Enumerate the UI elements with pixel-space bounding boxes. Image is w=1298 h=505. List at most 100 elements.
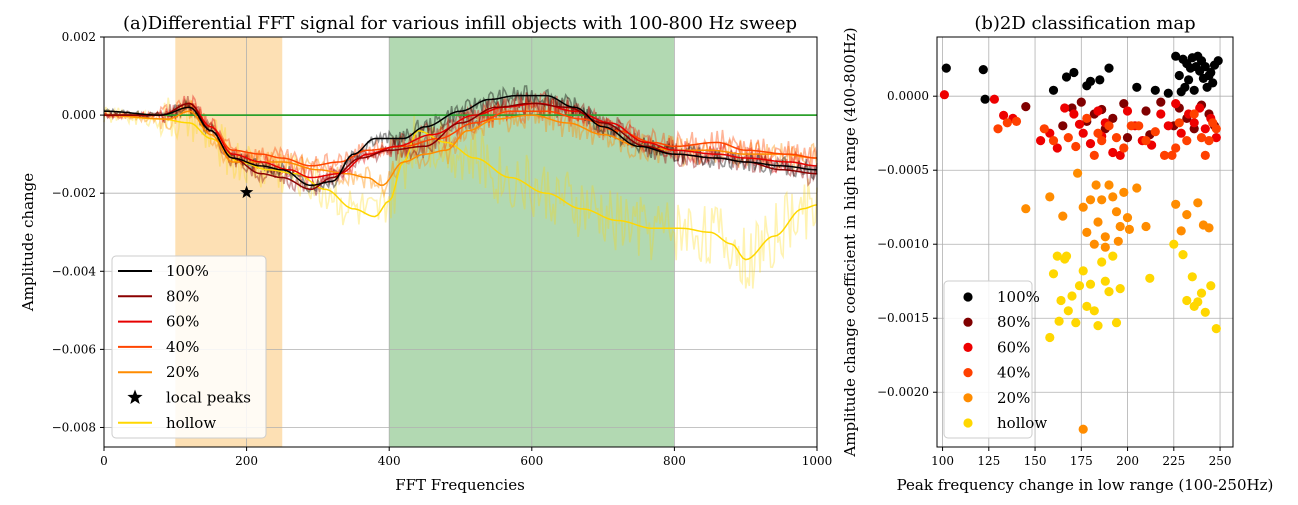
point-100%-13 [1171, 51, 1181, 61]
point-hollow-10 [1082, 301, 1092, 311]
point-60%-19 [1156, 109, 1166, 119]
point-hollow-11 [1085, 279, 1096, 289]
point-hollow-19 [1115, 284, 1125, 294]
point-60%-7 [1060, 103, 1070, 113]
point-60%-26 [1200, 124, 1210, 134]
point-20%-1 [1045, 192, 1055, 202]
point-60%-9 [1078, 128, 1088, 138]
point-hollow-17 [1108, 251, 1118, 261]
point-hollow-9 [1078, 266, 1088, 276]
y-tick-label-b-3: −0.0015 [877, 311, 929, 325]
point-80%-9 [1141, 106, 1151, 116]
chart-a-xlabel: FFT Frequencies [395, 476, 525, 494]
point-hollow-8 [1074, 281, 1085, 291]
point-hollow-30 [1189, 301, 1199, 311]
legend-b: 100% 80% 60% 40% 20% hollow [943, 280, 1047, 439]
local-peak-marker-0 [239, 185, 254, 199]
point-40%-2 [1011, 116, 1022, 126]
point-40%-23 [1204, 136, 1214, 146]
point-40%-17 [1159, 150, 1170, 160]
point-60%-14 [1115, 150, 1125, 160]
y-tick-label-b-2: −0.0010 [877, 237, 929, 251]
point-hollow-12 [1089, 306, 1099, 316]
plot-frame-a [103, 36, 818, 448]
point-hollow-0 [1045, 332, 1055, 343]
point-20%-7 [1089, 239, 1099, 249]
point-hollow-16 [1104, 287, 1114, 297]
point-hollow-14 [1097, 257, 1107, 267]
point-20%-20 [1176, 226, 1186, 236]
point-60%-28 [1211, 133, 1221, 143]
point-100%-1 [978, 65, 988, 75]
point-hollow-15 [1100, 276, 1110, 286]
y-tick-label-a-2: −0.002 [52, 186, 96, 200]
point-80%-7 [1119, 99, 1129, 109]
point-20%-5 [1082, 227, 1092, 237]
raw-series-60% [103, 90, 818, 187]
point-100%-23 [1174, 70, 1184, 81]
y-tick-label-a-0: 0.002 [62, 30, 96, 44]
point-20%-18 [1141, 221, 1151, 232]
point-60%-2 [999, 110, 1009, 120]
point-20%-15 [1119, 187, 1129, 197]
y-tick-label-b-0: 0.0000 [887, 89, 929, 103]
point-100%-2 [980, 94, 990, 104]
x-tick-label-a-5: 1000 [802, 454, 833, 468]
point-40%-21 [1189, 109, 1199, 119]
point-60%-11 [1093, 106, 1103, 116]
chart-a-ylabel: Amplitude change [19, 173, 37, 312]
x-tick-label-b-3: 175 [1070, 454, 1093, 468]
point-hollow-2 [1052, 251, 1062, 261]
legend-b-label-80%: 80% [997, 313, 1030, 331]
point-100%-7 [1085, 76, 1096, 86]
point-60%-13 [1108, 147, 1118, 158]
point-hollow-3 [1056, 295, 1066, 306]
point-hollow-20 [1145, 273, 1155, 283]
point-40%-11 [1111, 133, 1122, 143]
plot-frame-b [936, 36, 1234, 448]
point-20%-28 [1124, 224, 1134, 234]
legend-b-label-20%: 20% [997, 389, 1030, 407]
point-20%-17 [1132, 183, 1142, 193]
legend-b-swatch-100% [963, 292, 973, 302]
series-line-40% [104, 106, 817, 167]
point-hollow-24 [1187, 272, 1197, 282]
point-60%-8 [1069, 109, 1079, 119]
x-tick-label-b-2: 150 [1024, 454, 1047, 468]
x-tick-label-b-5: 225 [1162, 454, 1185, 468]
point-60%-4 [1036, 136, 1046, 146]
chart-a-title: (a)Differential FFT signal for various i… [123, 13, 797, 34]
line-chart-a: 0 200 400 600 800 1000 0.002 0.000 −0.002 −0.004 −… [19, 13, 832, 494]
x-tick-label-b-4: 200 [1116, 454, 1139, 468]
point-hollow-1 [1048, 269, 1059, 279]
legend-b-label-40%: 40% [997, 364, 1030, 382]
x-tick-label-b-0: 100 [931, 454, 954, 468]
series-line-20% [104, 110, 817, 186]
point-80%-1 [1058, 121, 1068, 131]
point-60%-10 [1085, 139, 1096, 149]
point-40%-26 [1171, 143, 1181, 153]
legend-a-label-60%: 60% [166, 313, 199, 331]
legend-b-swatch-20% [963, 393, 973, 403]
legend-b-label-100%: 100% [997, 288, 1040, 306]
point-hollow-27 [1200, 307, 1210, 317]
legend-a-label-hollow: hollow [166, 414, 216, 432]
legend-b-swatch-40% [963, 368, 973, 378]
point-40%-3 [1039, 124, 1049, 134]
point-hollow-28 [1206, 281, 1216, 291]
point-40%-10 [1104, 121, 1114, 131]
legend-a: 100% 80% 60% 40% 20% local peaks hollow [111, 255, 267, 439]
point-40%-0 [993, 124, 1003, 134]
legend-a-label-20%: 20% [166, 363, 199, 381]
legend-b-swatch-80% [963, 317, 973, 327]
point-40%-22 [1196, 133, 1207, 143]
point-40%-8 [1089, 150, 1099, 160]
point-20%-12 [1108, 192, 1118, 202]
point-hollow-29 [1211, 324, 1221, 334]
point-100%-31 [1191, 62, 1201, 72]
point-100%-12 [1163, 88, 1173, 98]
point-40%-16 [1150, 127, 1160, 137]
point-100%-11 [1150, 85, 1160, 95]
point-60%-20 [1163, 121, 1173, 131]
legend-a-box [111, 255, 267, 439]
